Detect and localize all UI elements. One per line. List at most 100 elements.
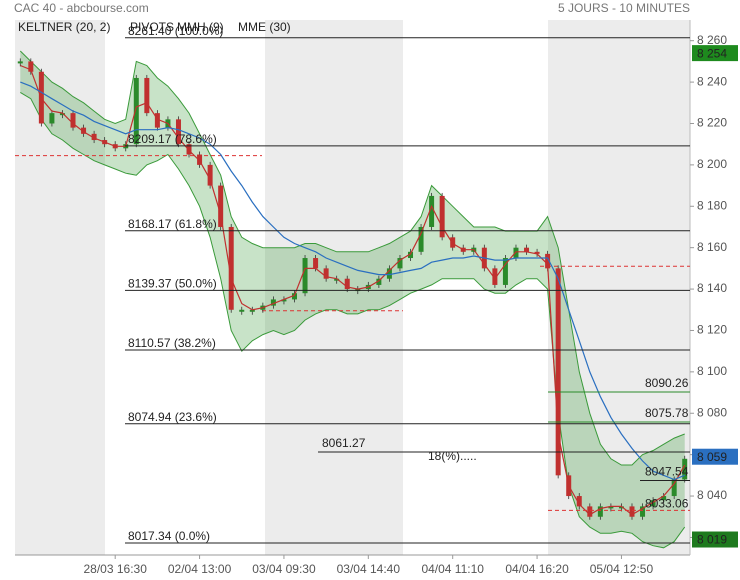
y-tick-label: 8 220 [697, 116, 727, 130]
price-badge-label: 8 254 [697, 46, 727, 60]
candle [418, 226, 424, 252]
candle [640, 506, 646, 517]
price-badge [692, 45, 738, 62]
candle [576, 496, 582, 507]
candle [429, 195, 435, 227]
candle [545, 253, 551, 269]
chart-title: CAC 40 - abcbourse.com [14, 1, 149, 15]
level-label: 8139.37 (50.0%) [128, 277, 217, 291]
candle [376, 278, 382, 285]
indicator-line [20, 64, 686, 516]
keltner-lower [20, 91, 686, 549]
legend-entry: KELTNER (20, 2) [18, 20, 110, 34]
candle [281, 299, 287, 302]
level-label: 8061.27 [322, 436, 366, 450]
candle [175, 119, 181, 145]
price-badge [692, 531, 738, 548]
level-label: 8090.26 [645, 376, 689, 390]
candle [608, 506, 614, 509]
candle [17, 61, 23, 64]
y-tick-label: 8 260 [697, 33, 727, 47]
y-tick-label: 8 160 [697, 240, 727, 254]
legend-entry: PIVOTS [130, 20, 174, 34]
level-label: 8075.78 [645, 406, 689, 420]
level-label: 8261.40 (100.0%) [128, 24, 223, 38]
x-tick-label: 02/04 13:00 [168, 562, 232, 576]
level-label: 8074.94 (23.6%) [128, 410, 217, 424]
level-label: 8110.57 (38.2%) [128, 336, 216, 350]
candle [597, 506, 603, 517]
candle [439, 195, 445, 238]
x-tick-label: 04/04 16:20 [505, 562, 569, 576]
candle [344, 278, 350, 290]
candle [154, 113, 160, 128]
candle [513, 247, 519, 259]
level-label: 8209.17 (78.6%) [128, 132, 217, 146]
x-tick-label: 05/04 12:50 [590, 562, 654, 576]
y-tick-label: 8 180 [697, 198, 727, 212]
candle [492, 268, 498, 285]
candle [91, 133, 97, 141]
level-label: 8017.34 (0.0%) [128, 529, 210, 543]
candle [28, 61, 34, 72]
candle [661, 496, 667, 501]
candle [270, 299, 276, 306]
candle [186, 144, 192, 155]
candle [386, 268, 392, 279]
candle [218, 185, 224, 227]
session-shade [548, 20, 690, 555]
candle [197, 154, 203, 165]
candle [70, 113, 76, 128]
candle [682, 458, 688, 480]
candle [408, 251, 414, 259]
candle [49, 113, 55, 124]
candle [618, 506, 624, 509]
level-label: 8033.06 [645, 497, 689, 511]
candle [650, 500, 656, 507]
indicator-line [20, 81, 685, 481]
y-tick-label: 8 100 [697, 364, 727, 378]
annotation: 18(%)..... [428, 449, 477, 463]
price-badge-label: 8 019 [697, 533, 727, 547]
x-tick-label: 04/04 11:10 [421, 562, 484, 576]
candle [249, 309, 255, 312]
y-tick-label: 8 040 [697, 488, 727, 502]
candle [133, 77, 139, 145]
session-shade [265, 20, 403, 555]
price-badge [692, 448, 738, 465]
y-tick-label: 8 080 [697, 405, 727, 419]
candle [587, 506, 593, 517]
candle [629, 506, 635, 517]
candle [59, 113, 65, 116]
candle [534, 251, 540, 254]
candle [302, 258, 308, 294]
legend-entry: MMH (9) [177, 20, 224, 34]
keltner-upper [19, 50, 685, 466]
y-tick-label: 8 200 [697, 157, 727, 171]
candle [313, 258, 319, 269]
candle [228, 226, 234, 310]
candle [334, 278, 340, 281]
keltner-fill [20, 51, 685, 548]
candle [524, 247, 530, 252]
y-tick-label: 8 140 [697, 281, 727, 295]
candle [291, 293, 297, 300]
candle [555, 268, 561, 476]
candle [239, 309, 245, 312]
y-tick-label: 8 120 [697, 323, 727, 337]
candle [502, 258, 508, 285]
candle [671, 479, 677, 497]
candle [397, 258, 403, 269]
legend-entry: MME (30) [238, 20, 291, 34]
candle [207, 164, 213, 186]
candle [323, 268, 329, 279]
level-label: 8047.54 [645, 465, 689, 479]
x-tick-label: 28/03 16:30 [83, 562, 147, 576]
candle [144, 77, 150, 114]
x-tick-label: 03/04 09:30 [252, 562, 316, 576]
level-label: 8168.17 (61.8%) [128, 217, 217, 231]
candle [81, 127, 87, 134]
price-badge-label: 8 059 [697, 450, 727, 464]
